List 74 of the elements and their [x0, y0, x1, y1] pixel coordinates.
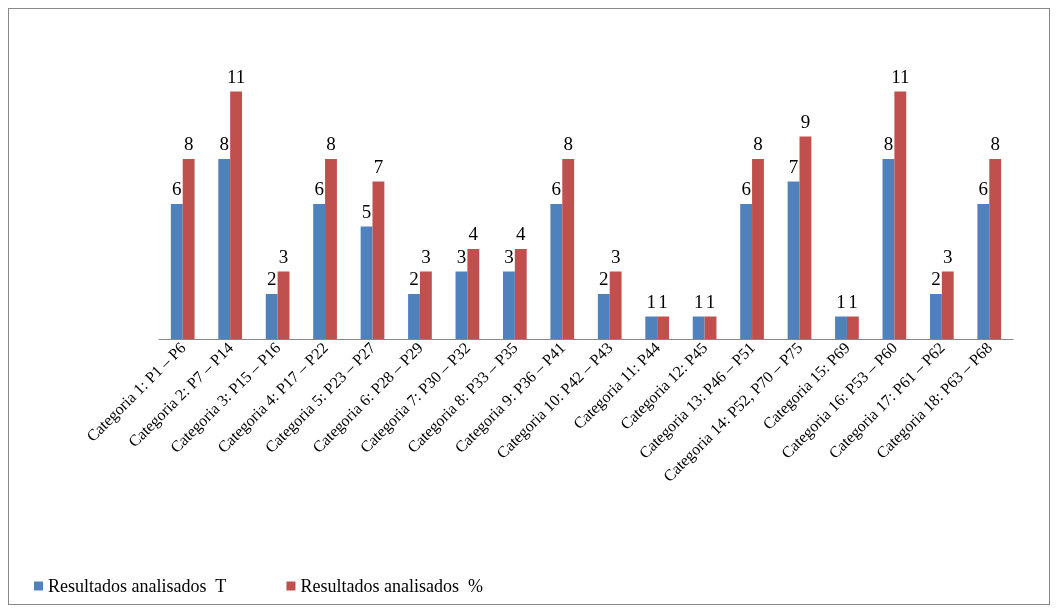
bar: [704, 316, 717, 339]
legend-label: Resultados analisados %: [300, 576, 483, 596]
bar: [835, 316, 847, 339]
data-label: 3: [278, 245, 289, 267]
data-label: 9: [800, 110, 811, 132]
data-label: 8: [183, 133, 194, 154]
data-label: 3: [421, 245, 431, 267]
bar: [752, 159, 764, 339]
bar: [455, 271, 468, 339]
bar: [989, 159, 1002, 339]
bar: [419, 271, 432, 339]
bar: [313, 204, 326, 339]
bar: [550, 204, 563, 339]
bar: [597, 294, 610, 339]
bar: [502, 271, 515, 339]
bar: [218, 159, 231, 339]
data-label: 4: [468, 223, 479, 244]
bar: [277, 271, 290, 339]
bar: [170, 204, 183, 339]
data-label: 7: [373, 155, 384, 177]
data-label: 6: [172, 178, 182, 199]
data-label: 2: [266, 268, 277, 289]
bar: [977, 204, 990, 339]
data-label: 3: [943, 245, 953, 267]
data-label: 1: [658, 290, 668, 312]
bar: [265, 294, 278, 339]
data-label: 2: [931, 268, 941, 289]
data-label: 6: [978, 178, 989, 199]
bar: [467, 249, 480, 339]
data-label: 1: [848, 290, 858, 312]
data-label: 1: [836, 290, 846, 312]
data-label: 2: [599, 268, 609, 289]
data-label: 1: [705, 290, 716, 312]
data-label: 11: [891, 65, 910, 87]
bar: [372, 181, 385, 339]
bar: [408, 294, 420, 339]
data-label: 6: [314, 178, 324, 199]
bar: [846, 316, 859, 339]
data-label: 4: [516, 223, 527, 244]
data-label: 1: [646, 290, 656, 312]
data-label: 2: [409, 268, 419, 289]
data-label: 8: [219, 133, 229, 154]
bar: [787, 181, 800, 339]
legend-label: Resultados analisados T: [48, 576, 227, 596]
data-label: 8: [883, 133, 894, 154]
data-label: 8: [326, 133, 336, 154]
data-label: 3: [504, 245, 514, 267]
data-label: 8: [563, 133, 573, 154]
bar: [929, 294, 942, 339]
data-label: 3: [610, 245, 621, 267]
bar: [882, 159, 895, 339]
bar: [941, 271, 954, 339]
data-label: 3: [456, 245, 467, 267]
bar: [182, 159, 195, 339]
data-label: 8: [990, 133, 1000, 154]
data-label: 6: [551, 178, 562, 199]
data-label: 1: [693, 290, 704, 312]
data-label: 5: [361, 200, 372, 222]
bar: [894, 91, 907, 339]
data-label: 8: [753, 133, 763, 154]
bar: [514, 249, 527, 339]
bar: [740, 204, 753, 339]
bar: [562, 159, 575, 339]
bar: [325, 159, 337, 339]
bar: [657, 316, 670, 339]
bar: [645, 316, 658, 339]
bar: [230, 91, 243, 339]
data-label: 7: [788, 155, 799, 177]
bar: [799, 136, 812, 339]
data-label: 11: [226, 65, 246, 87]
bar: [692, 316, 705, 339]
bar: [609, 271, 622, 339]
data-label: 6: [741, 178, 751, 199]
bar: [360, 226, 373, 339]
